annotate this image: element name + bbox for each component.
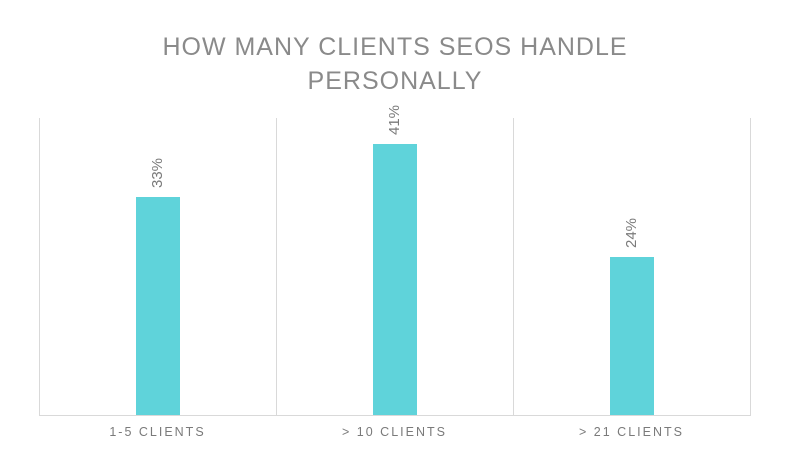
chart-title-line-1: HOW MANY CLIENTS SEOS HANDLE bbox=[162, 33, 628, 61]
grid-line-separator-1 bbox=[276, 118, 277, 415]
category-label-10-clients: > 10 CLIENTS bbox=[342, 425, 447, 439]
chart-title-line-2: PERSONALLY bbox=[307, 67, 483, 95]
chart-title: HOW MANY CLIENTS SEOS HANDLE PERSONALLY bbox=[0, 30, 790, 98]
bar-21-clients bbox=[610, 256, 654, 415]
bar-10-clients bbox=[373, 144, 417, 415]
x-axis-line bbox=[39, 415, 751, 416]
grid-line-right bbox=[750, 118, 751, 415]
bar-1-5-clients bbox=[136, 197, 180, 415]
value-label-1-5-clients: 33% bbox=[149, 158, 166, 189]
plot-area: 33% 41% 24% bbox=[39, 105, 751, 416]
value-label-10-clients: 41% bbox=[386, 105, 403, 136]
grid-line-separator-2 bbox=[513, 118, 514, 415]
category-label-21-clients: > 21 CLIENTS bbox=[579, 425, 684, 439]
value-label-21-clients: 24% bbox=[623, 217, 640, 248]
category-label-1-5-clients: 1-5 CLIENTS bbox=[109, 425, 206, 439]
grid-line-left bbox=[39, 118, 40, 415]
